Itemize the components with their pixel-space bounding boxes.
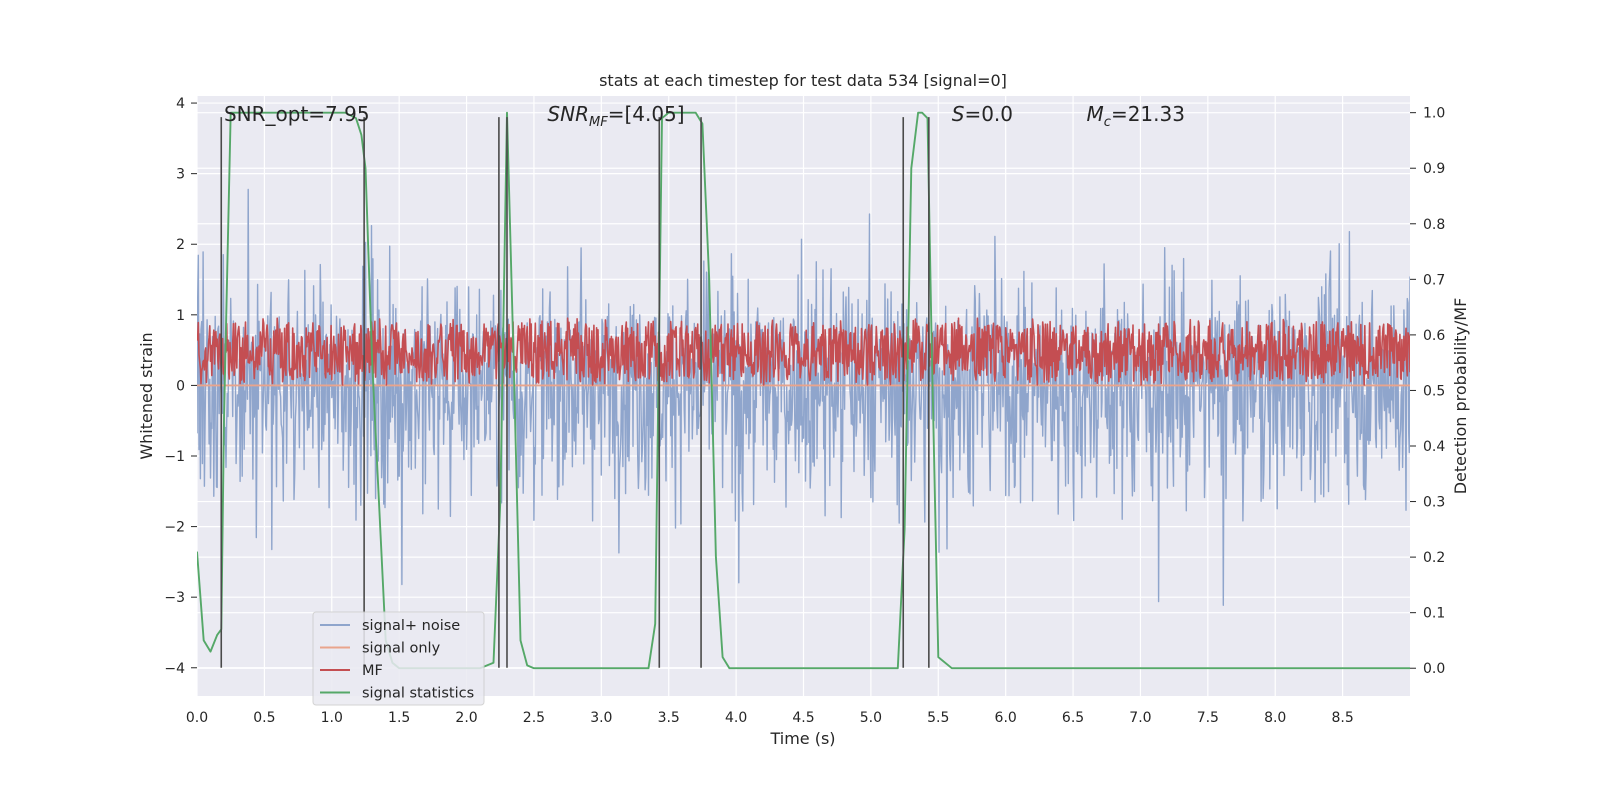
y-axis-label-right: Detection probability/MF (1451, 298, 1470, 495)
y-tick-label: 1 (176, 308, 185, 324)
x-tick-label: 6.0 (995, 710, 1017, 726)
y-axis-label: Whitened strain (137, 332, 156, 459)
y-right-tick-label: 0.4 (1423, 439, 1445, 455)
legend-label: MF (362, 663, 383, 679)
legend-label: signal+ noise (362, 618, 460, 634)
x-tick-label: 0.5 (253, 710, 275, 726)
legend-box (312, 611, 485, 706)
y-right-tick-label: 0.8 (1423, 217, 1445, 233)
x-tick-label: 3.5 (658, 710, 680, 726)
y-right-tick-label: 0.6 (1423, 328, 1445, 344)
series-mf (197, 317, 1410, 386)
y-tick-label: −4 (164, 661, 185, 677)
y-right-tick-label: 0.2 (1423, 550, 1445, 566)
x-tick-label: 7.5 (1197, 710, 1219, 726)
annotation: S=0.0 (952, 102, 1013, 126)
legend-label: signal statistics (362, 686, 474, 702)
series-signal-statistics (197, 111, 1410, 670)
y-tick-label: 3 (176, 167, 185, 183)
y-tick-label: 0 (176, 378, 185, 394)
y-right-tick-label: 0.1 (1423, 606, 1445, 622)
x-tick-label: 5.5 (927, 710, 949, 726)
x-tick-label: 2.5 (523, 710, 545, 726)
x-axis-label: Time (s) (769, 729, 835, 748)
annotations: SNR_opt=7.95 SNRMF=[4.05] S=0.0 Mc=21.33 (224, 102, 1185, 130)
y-tick-label: −3 (164, 590, 185, 606)
x-tick-label: 8.0 (1264, 710, 1286, 726)
y-right-tick-label: 0.7 (1423, 272, 1445, 288)
x-tick-label: 1.5 (388, 710, 410, 726)
series-layer (197, 111, 1410, 670)
y-right-tick-label: 0.5 (1423, 383, 1445, 399)
x-tick-label: 2.0 (455, 710, 477, 726)
x-tick-label: 4.5 (792, 710, 814, 726)
x-tick-label: 8.5 (1331, 710, 1353, 726)
y-tick-label: −2 (164, 520, 185, 536)
chart-title: stats at each timestep for test data 534… (599, 71, 1007, 90)
x-tick-label: 3.0 (590, 710, 612, 726)
y-right-tick-label: 0.9 (1423, 161, 1445, 177)
legend-label: signal only (362, 641, 441, 657)
tick-labels: 0.0 0.5 1.0 1.5 2.0 2.5 3.0 3.5 4.0 4.5 5.0 5.5 6.0 6… (164, 96, 1445, 726)
y-tick-label: 2 (176, 237, 185, 253)
x-tick-label: 0.0 (186, 710, 208, 726)
x-tick-label: 6.5 (1062, 710, 1084, 726)
x-tick-label: 1.0 (321, 710, 343, 726)
annotation: SNR_opt=7.95 (224, 102, 370, 126)
x-tick-label: 4.0 (725, 710, 747, 726)
y-tick-label: 4 (176, 96, 185, 112)
annotation: SNRMF=[4.05] (547, 102, 684, 130)
x-tick-label: 7.0 (1129, 710, 1151, 726)
y-right-tick-label: 1.0 (1423, 106, 1445, 122)
vertical-markers (220, 117, 930, 668)
y-right-tick-label: 0.0 (1423, 661, 1445, 677)
y-right-tick-label: 0.3 (1423, 495, 1445, 511)
annotation: Mc=21.33 (1087, 102, 1185, 130)
legend: signal+ noise signal only MF signal statist… (312, 611, 485, 706)
y-tick-label: −1 (164, 449, 185, 465)
x-tick-label: 5.0 (860, 710, 882, 726)
